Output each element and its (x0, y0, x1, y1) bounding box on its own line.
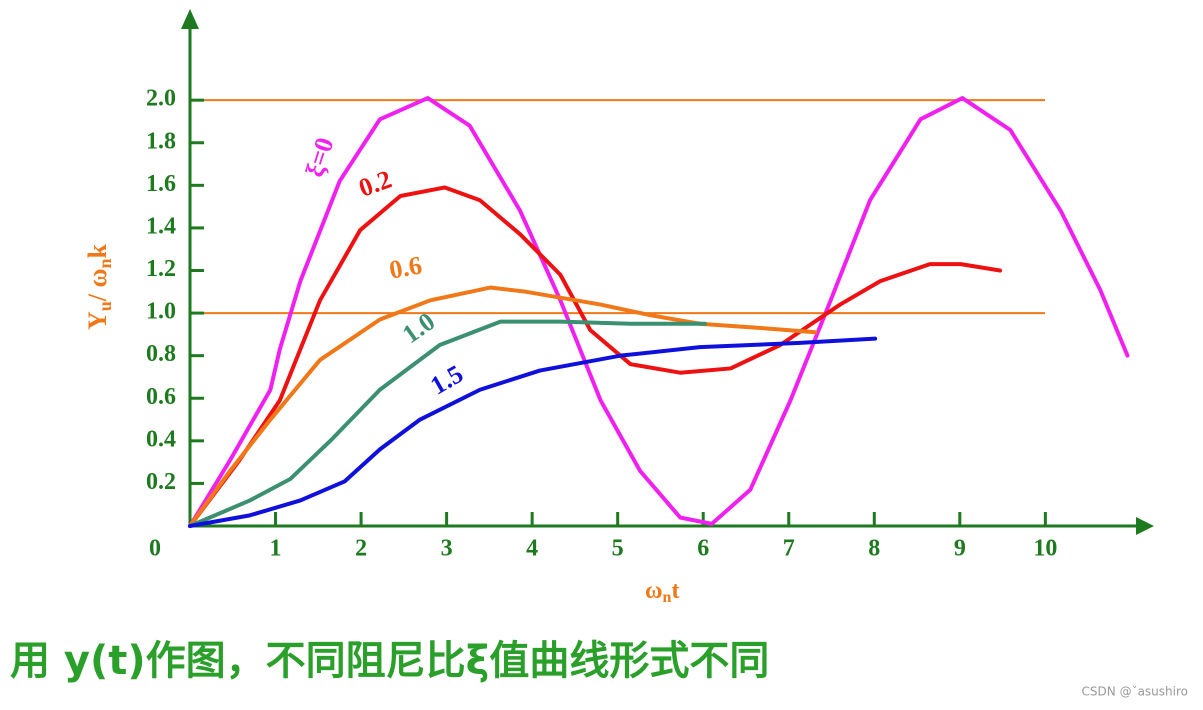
series-label: 0.2 (355, 164, 395, 202)
x-tick-label: 6 (697, 536, 709, 562)
y-label-part: u (95, 301, 115, 311)
y-label-part: k (83, 243, 112, 258)
y-label-part: / ω (83, 268, 112, 302)
y-tick-label: 1.0 (146, 299, 176, 325)
x-tick-label: 8 (868, 536, 880, 562)
y-label-part: Y (83, 311, 112, 330)
series-label: ξ=0 (300, 134, 340, 180)
y-tick-label: 1.6 (146, 171, 176, 197)
x-tick-label: 7 (783, 536, 795, 562)
y-arrow (181, 9, 199, 29)
y-axis-label: Yu/ ωnk (83, 243, 115, 330)
y-tick-label: 1.4 (146, 213, 176, 239)
x-tick-label: 3 (441, 536, 453, 562)
series-line (188, 319, 707, 528)
x-tick-label: 2 (355, 536, 367, 562)
y-tick-label: 2.0 (146, 86, 176, 112)
x-label-part: n (663, 589, 672, 606)
y-tick-label: 1.2 (146, 256, 176, 282)
x-label-part: ω (645, 578, 663, 604)
series-line (188, 96, 1130, 528)
y-label-part: n (95, 258, 115, 268)
y-tick-label: 0.2 (146, 469, 176, 495)
x-tick-label: 1 (270, 536, 282, 562)
x-tick-label: 5 (612, 536, 624, 562)
x-arrow (1136, 517, 1154, 535)
series-line (188, 336, 878, 528)
x-tick-label: 0 (149, 536, 161, 562)
x-label-part: t (671, 578, 679, 604)
y-tick-label: 1.8 (146, 128, 176, 154)
series-label: 1.5 (425, 359, 468, 400)
x-tick-label: 9 (954, 536, 966, 562)
series-line (188, 185, 1003, 528)
series-label: 0.6 (387, 250, 424, 284)
caption: 用 y(t)作图，不同阻尼比ξ值曲线形式不同 (10, 638, 769, 684)
y-tick-label: 0.6 (146, 384, 176, 410)
y-tick-label: 0.8 (146, 341, 176, 367)
x-axis-label: ωnt (645, 578, 679, 606)
x-tick-label: 10 (1033, 536, 1057, 562)
x-tick-label: 4 (526, 536, 538, 562)
y-tick-label: 0.4 (146, 426, 176, 452)
watermark: CSDN @ˇasushiro (1082, 685, 1188, 699)
